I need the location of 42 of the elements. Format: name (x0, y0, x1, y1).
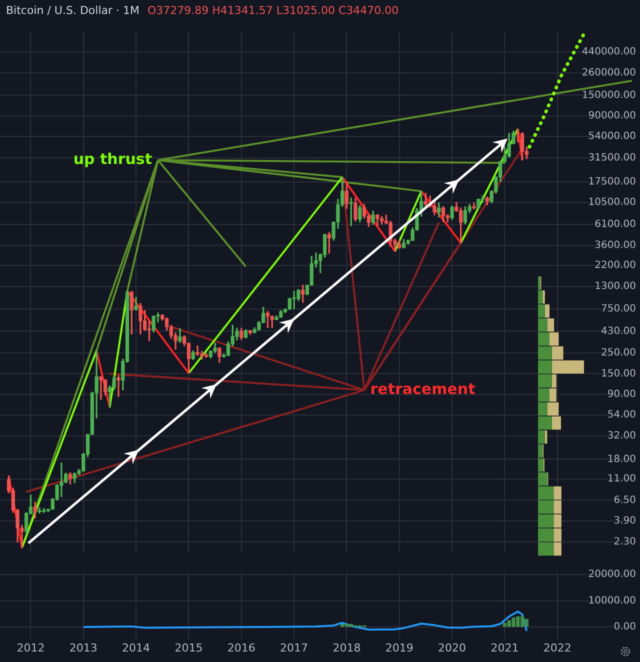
y-tick-label: 260000.00 (582, 68, 636, 79)
y-tick-label: 11.00 (607, 474, 636, 485)
chart-title: Bitcoin / U.S. Dollar · 1M (6, 4, 140, 17)
x-tick-label: 2021 (490, 641, 519, 654)
y-tick-label: 3.90 (614, 515, 636, 526)
y-tick-label: 150000.00 (582, 90, 636, 101)
y-tick-label: 54.00 (607, 409, 636, 420)
x-tick-label: 2022 (543, 641, 572, 654)
y-tick-label: 150.00 (601, 368, 636, 380)
x-tick-label: 2018 (332, 641, 361, 654)
y-tick-label: 6.50 (614, 494, 636, 506)
x-tick-label: 2015 (174, 641, 203, 654)
x-tick-label: 2020 (438, 641, 466, 654)
x-tick-label: 2013 (69, 641, 98, 654)
y-tick-label: 6100.00 (594, 218, 636, 230)
y-tick-label: 250.00 (601, 348, 636, 359)
y-tick-label: 20000.00 (588, 569, 636, 580)
y-tick-label: 32.00 (607, 430, 636, 442)
y-tick-label: 2200.00 (594, 260, 636, 272)
y-tick-label: 90.00 (607, 388, 636, 400)
x-tick-label: 2017 (280, 641, 308, 654)
annotation: up thrust (73, 150, 152, 168)
y-tick-label: 1300.00 (594, 281, 636, 292)
y-tick-label: 54000.00 (588, 131, 636, 142)
y-tick-label: 31500.00 (588, 152, 636, 164)
annotation: retracement (370, 380, 476, 398)
x-tick-label: 2014 (122, 641, 150, 654)
y-tick-label: 90000.00 (588, 110, 636, 122)
x-tick-label: 2012 (16, 641, 45, 654)
x-tick-label: 2019 (385, 641, 414, 654)
y-tick-label: 430.00 (601, 326, 636, 337)
y-tick-label: 440000.00 (582, 46, 636, 58)
y-tick-label: 3600.00 (594, 240, 636, 252)
y-tick-label: 17500.00 (588, 176, 636, 188)
text: O37279.89 H41341.57 L31025.00 C34470.00 (148, 4, 399, 17)
y-tick-label: 10500.00 (588, 197, 636, 208)
y-tick-label: 18.00 (607, 454, 636, 465)
y-tick-label: 2.30 (614, 536, 636, 548)
y-tick-label: 10000.00 (588, 595, 636, 606)
y-tick-label: 750.00 (601, 303, 636, 314)
y-tick-label: 0.00 (614, 622, 636, 633)
x-tick-label: 2016 (227, 641, 256, 654)
